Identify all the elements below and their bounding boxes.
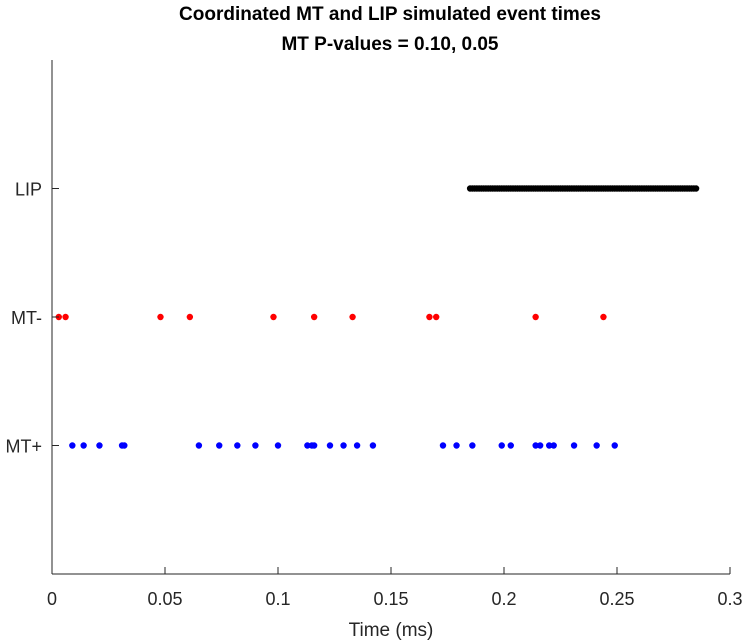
event-point	[326, 442, 334, 449]
event-point	[304, 442, 311, 449]
event-point	[593, 442, 600, 449]
x-tick-label: 0.1	[265, 589, 290, 609]
event-point	[80, 442, 87, 449]
event-point	[611, 442, 618, 449]
event-point	[252, 442, 259, 449]
event-point	[692, 185, 700, 192]
event-point	[369, 442, 377, 449]
event-point	[498, 442, 505, 449]
event-point	[270, 313, 277, 321]
event-point	[195, 442, 203, 449]
chart-title: Coordinated MT and LIP simulated event t…	[179, 4, 601, 25]
y-axis-ticks: MT+ MT- LIP	[5, 180, 59, 457]
x-axis-ticks: 0 0.05 0.1 0.15 0.2 0.25 0.3	[47, 567, 743, 609]
event-point	[453, 442, 460, 449]
event-point	[69, 442, 76, 449]
event-point	[600, 313, 607, 321]
x-tick-label: 0.05	[147, 589, 182, 609]
event-point	[310, 442, 318, 449]
event-point	[433, 313, 440, 321]
event-point	[121, 442, 128, 449]
event-point	[186, 313, 194, 321]
y-tick-label: LIP	[15, 180, 42, 200]
data-marks	[55, 185, 700, 449]
event-point	[536, 442, 544, 449]
event-point	[570, 442, 578, 449]
x-axis-label: Time (ms)	[349, 620, 434, 641]
event-point	[234, 442, 241, 449]
event-point	[157, 313, 164, 321]
x-tick-label: 0.2	[491, 589, 516, 609]
event-point	[469, 442, 476, 449]
x-tick-label: 0.3	[717, 589, 742, 609]
event-point	[426, 313, 433, 321]
x-tick-label: 0.15	[373, 589, 408, 609]
event-point	[532, 442, 539, 449]
event-point	[546, 442, 553, 449]
event-point	[349, 313, 356, 321]
event-point	[532, 313, 539, 321]
event-point	[353, 442, 361, 449]
x-tick-label: 0	[47, 589, 57, 609]
x-tick-label: 0.25	[599, 589, 634, 609]
y-tick-label: MT-	[11, 308, 42, 328]
event-point	[550, 442, 557, 449]
chart-subtitle: MT P-values = 0.10, 0.05	[281, 34, 498, 55]
event-point	[310, 313, 318, 321]
event-point	[340, 442, 347, 449]
y-tick-label: MT+	[5, 437, 42, 457]
event-point	[507, 442, 514, 449]
event-point	[274, 442, 282, 449]
event-point	[62, 313, 69, 321]
event-point	[96, 442, 103, 449]
event-point	[439, 442, 447, 449]
event-point	[216, 442, 223, 449]
